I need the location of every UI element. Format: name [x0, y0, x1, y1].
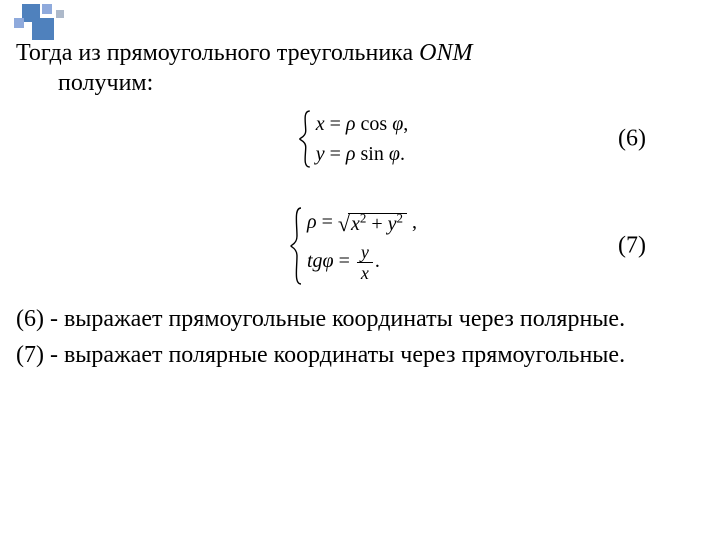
content-area: Тогда из прямоугольного треугольника ONM… — [16, 38, 690, 372]
intro-text-2: получим: — [58, 70, 153, 96]
eq-op: = — [325, 143, 346, 165]
explanation-6: (6) - выражает прямоугольные координаты … — [16, 304, 690, 334]
eq-term: ρ — [307, 211, 317, 233]
eq-op: + — [366, 213, 387, 235]
equation-number-6: (6) — [618, 126, 646, 153]
eq-term: y — [388, 213, 397, 235]
slide: Тогда из прямоугольного треугольника ONM… — [0, 0, 720, 540]
eq-term: ρ — [346, 113, 356, 135]
eq-punct: . — [375, 250, 380, 272]
intro-text-1: Тогда из прямоугольного треугольника — [16, 40, 419, 66]
equation-number-7: (7) — [618, 233, 646, 260]
eq6-row-1: x = ρ cos φ, — [316, 112, 409, 136]
eq-term: y — [357, 243, 373, 261]
eq-fn: sin — [361, 143, 384, 165]
equation-system-7: ρ = √ x2 + y2 , tgφ = y — [16, 202, 690, 290]
deco-square-icon — [32, 18, 54, 40]
intro-paragraph: Тогда из прямоугольного треугольника ONM… — [16, 38, 690, 98]
eq-op: = — [334, 250, 355, 272]
eq-term: x — [357, 264, 373, 282]
eq-term: y — [316, 143, 325, 165]
eq-term: x — [351, 213, 360, 235]
eq6-row-2: y = ρ sin φ. — [316, 142, 409, 166]
brace-icon — [289, 206, 303, 286]
eq7-row-2: tgφ = y x . — [307, 243, 417, 282]
equation-system-6: x = ρ cos φ, y = ρ sin φ. (6) — [16, 104, 690, 174]
equation-7-body: ρ = √ x2 + y2 , tgφ = y — [289, 206, 417, 286]
triangle-name: ONM — [419, 40, 472, 66]
explanation-7: (7) - выражает полярные координаты через… — [16, 340, 690, 370]
eq-term: x — [316, 113, 325, 135]
brace-icon — [298, 109, 312, 169]
deco-square-icon — [42, 4, 52, 14]
eq-punct: , — [407, 211, 417, 233]
corner-decoration — [14, 4, 72, 42]
eq-term: ρ — [346, 143, 356, 165]
eq-op: = — [317, 211, 338, 233]
fraction: y x — [357, 243, 373, 282]
sqrt-icon: √ x2 + y2 — [338, 213, 407, 235]
eq-punct: , — [403, 113, 408, 135]
eq-term: φ — [392, 113, 403, 135]
equation-7-lines: ρ = √ x2 + y2 , tgφ = y — [303, 206, 417, 286]
eq-punct: . — [400, 143, 405, 165]
eq-fn: tg — [307, 250, 323, 272]
deco-square-icon — [14, 18, 24, 28]
deco-square-icon — [56, 10, 64, 18]
equation-6-body: x = ρ cos φ, y = ρ sin φ. — [298, 109, 409, 169]
eq-term: φ — [323, 250, 334, 272]
eq-op: = — [325, 113, 346, 135]
eq-fn: cos — [361, 113, 388, 135]
eq-term: φ — [389, 143, 400, 165]
equation-6-lines: x = ρ cos φ, y = ρ sin φ. — [312, 109, 409, 169]
eq7-row-1: ρ = √ x2 + y2 , — [307, 210, 417, 234]
